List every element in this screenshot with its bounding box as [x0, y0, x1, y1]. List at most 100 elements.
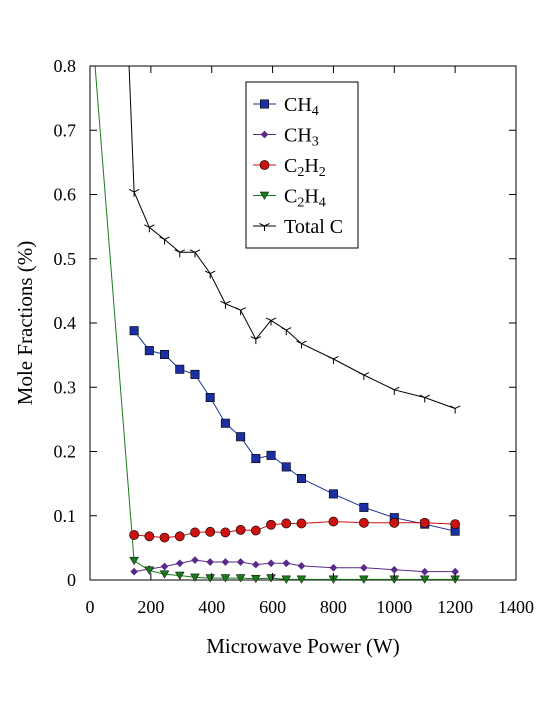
legend-marker-c2h2 [259, 160, 270, 170]
data-point-ch3 [360, 563, 368, 572]
x-tick-label: 200 [137, 597, 164, 617]
data-point-c2h4 [419, 575, 430, 584]
data-point-c2h2 [129, 530, 140, 540]
data-point-c2h2 [250, 525, 261, 536]
data-point-total [389, 386, 400, 395]
legend-box [245, 81, 359, 249]
data-point-c2h2 [450, 519, 461, 530]
data-point-c2h4 [190, 573, 200, 582]
data-point-total [296, 340, 307, 349]
legend-label-part: 2 [319, 165, 326, 180]
x-tick-label: 1400 [498, 597, 534, 617]
data-point-c2h4 [250, 574, 261, 584]
x-tick-label: 400 [198, 597, 225, 617]
x-tick-label: 1000 [376, 597, 412, 617]
data-point-c2h2 [205, 526, 216, 537]
data-point-c2h4 [159, 570, 170, 579]
legend-label-part: C [284, 155, 297, 177]
y-tick-label: 0.6 [54, 185, 77, 205]
data-point-c2h2 [220, 527, 231, 538]
data-point-ch4 [266, 450, 276, 460]
legend-marker-c2h4 [259, 191, 270, 200]
legend-label-ch3: CH3 [284, 125, 319, 150]
y-tick-label: 0.8 [54, 56, 77, 76]
data-point-c2h4 [129, 556, 139, 566]
legend-label-part: 2 [297, 165, 304, 180]
data-point-c2h2 [159, 532, 170, 543]
legend-label-part: H [304, 186, 318, 208]
legend-label-c2h2: C2H2 [284, 155, 326, 180]
data-point-c2h2 [190, 527, 200, 538]
data-point-total [250, 336, 262, 345]
data-point-ch4 [175, 364, 185, 374]
legend-label-part: H [304, 155, 318, 177]
y-tick-label: 0.5 [54, 249, 77, 269]
data-point-total [265, 317, 277, 326]
data-point-c2h2 [235, 524, 246, 535]
legend-label-part: CH [284, 94, 312, 116]
data-point-total [358, 372, 370, 381]
data-point-ch3 [175, 559, 184, 568]
legend-label-part: 4 [312, 104, 319, 119]
data-point-ch3 [329, 563, 338, 572]
data-point-ch4 [129, 326, 139, 336]
data-point-c2h4 [359, 575, 369, 584]
data-point-c2h4 [220, 574, 231, 583]
data-point-ch4 [160, 349, 170, 359]
data-point-c2h2 [174, 531, 185, 542]
data-point-ch3 [206, 558, 215, 566]
data-point-total [204, 270, 216, 279]
data-point-c2h4 [266, 574, 276, 583]
y-tick-label: 0.1 [54, 506, 77, 526]
data-point-total [328, 356, 339, 364]
y-tick-label: 0 [67, 570, 76, 590]
data-point-ch4 [236, 432, 246, 442]
data-point-ch3 [297, 562, 306, 570]
data-point-total [128, 188, 140, 197]
data-point-total [281, 327, 292, 336]
data-point-c2h2 [144, 531, 155, 542]
legend-label-part: Total C [284, 216, 343, 238]
data-point-ch3 [267, 559, 275, 568]
legend-marker-total [259, 223, 270, 231]
data-point-c2h2 [328, 516, 339, 527]
data-point-ch4 [281, 462, 291, 472]
data-point-c2h4 [144, 566, 155, 575]
y-tick-label: 0.3 [54, 377, 77, 397]
data-point-ch4 [251, 454, 261, 464]
data-point-ch3 [191, 556, 199, 564]
data-point-c2h2 [419, 517, 430, 528]
data-point-ch4 [190, 369, 200, 379]
y-tick-label: 0.7 [54, 120, 77, 140]
y-axis-title: Mole Fractions (%) [13, 241, 37, 405]
data-point-c2h2 [389, 517, 400, 528]
legend-label-c2h4: C2H4 [284, 186, 326, 211]
data-point-c2h2 [296, 518, 307, 529]
legend-label-part: 2 [297, 196, 304, 211]
legend-label-total: Total C [284, 216, 343, 238]
data-point-ch3 [221, 558, 230, 566]
legend-label-part: CH [284, 125, 312, 147]
legend-label-part: 4 [319, 196, 326, 211]
data-point-total [174, 249, 185, 258]
x-tick-label: 1200 [437, 597, 473, 617]
legend-label-part: 3 [312, 135, 319, 150]
y-tick-label: 0.4 [54, 313, 77, 333]
data-point-ch3 [420, 567, 429, 576]
data-point-ch4 [144, 346, 154, 356]
data-point-ch4 [220, 418, 230, 428]
data-point-c2h4 [235, 574, 246, 583]
legend-marker-ch3 [260, 130, 269, 139]
data-point-c2h4 [296, 575, 307, 584]
data-point-ch3 [160, 562, 169, 571]
x-tick-label: 600 [259, 597, 286, 617]
legend-label-ch4: CH4 [284, 94, 319, 119]
data-point-c2h2 [281, 518, 292, 529]
data-point-ch3 [282, 559, 291, 568]
data-point-ch3 [252, 560, 260, 569]
data-point-ch4 [359, 502, 369, 512]
data-point-total [220, 300, 231, 309]
data-point-ch3 [130, 567, 138, 576]
